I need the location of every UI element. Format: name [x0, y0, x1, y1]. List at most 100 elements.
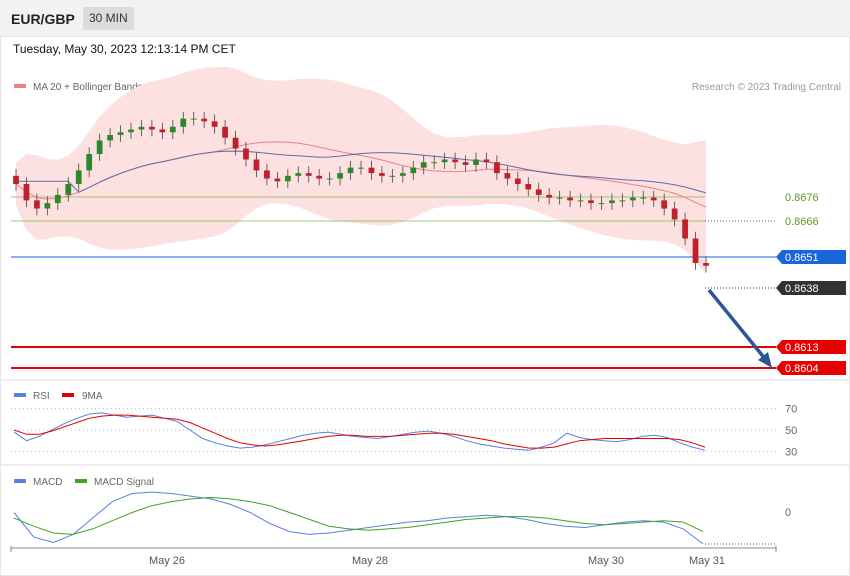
candle-body: [75, 170, 82, 185]
candle-body: [609, 200, 615, 204]
candle-body: [535, 189, 542, 195]
candle-body: [483, 159, 490, 163]
rsi-line: [13, 412, 706, 451]
candle-body: [661, 200, 668, 209]
macd-legend-swatch: [14, 479, 26, 483]
candle-body: [159, 129, 166, 133]
candle-body: [410, 167, 417, 174]
pair-title: EUR/GBP: [11, 11, 75, 27]
candle-body: [232, 137, 239, 149]
candle-body: [619, 200, 626, 202]
candle-body: [190, 118, 197, 120]
candle-body: [682, 219, 688, 239]
candle-body: [473, 159, 479, 165]
rsi-legend-swatch: [62, 393, 74, 397]
candle-body: [44, 203, 51, 209]
candle-body: [452, 159, 458, 163]
candle-body: [149, 126, 155, 130]
candle-body: [577, 200, 584, 202]
ma50-line: [16, 150, 707, 194]
candle-body: [650, 197, 657, 201]
candle-body: [389, 175, 396, 177]
candle-body: [264, 170, 270, 179]
candle-body: [556, 197, 563, 199]
candle-body: [326, 178, 333, 180]
candle-body: [358, 167, 364, 169]
x-tick-label: May 26: [149, 555, 185, 567]
candle-body: [598, 203, 605, 205]
candle-body: [274, 178, 281, 182]
target-tag: [776, 340, 846, 354]
forecast-arrow: [707, 288, 768, 362]
candle-body: [420, 162, 427, 168]
candle-body: [494, 162, 500, 174]
candle-body: [107, 134, 113, 141]
candle-body: [671, 208, 678, 220]
rsi-legend-label: 9MA: [82, 391, 103, 402]
candle-body: [243, 148, 249, 160]
candle-body: [180, 118, 187, 127]
candle-body: [96, 140, 103, 155]
macd-signal-line: [13, 496, 704, 535]
last-price-tag: [776, 281, 846, 295]
candle-body: [34, 200, 40, 209]
level-label: 0.8676: [785, 192, 819, 204]
candle-body: [525, 184, 532, 190]
level-label: 0.8604: [785, 363, 819, 375]
candle-body: [316, 175, 323, 179]
candle-body: [546, 194, 553, 198]
rsi-ma-line: [13, 414, 706, 449]
timestamp: Tuesday, May 30, 2023 12:13:14 PM CET: [13, 42, 236, 56]
forecast-arrowhead: [758, 352, 772, 368]
rsi-legend-label: RSI: [33, 391, 50, 402]
candle-body: [117, 132, 124, 135]
candle-body: [441, 159, 448, 163]
candle-body: [201, 118, 208, 122]
rsi-tick: 70: [785, 404, 797, 416]
level-label: 0.8638: [785, 283, 819, 295]
candle-body: [567, 197, 573, 201]
candle-body: [337, 173, 343, 179]
x-tick-label: May 31: [689, 555, 725, 567]
candle-body: [640, 197, 647, 199]
candle-body: [65, 184, 72, 195]
candle-body: [305, 173, 312, 176]
candle-body: [504, 173, 511, 179]
macd-legend-label: MACD: [33, 477, 62, 488]
candle-body: [514, 178, 521, 185]
candle-body: [253, 159, 260, 171]
candle-body: [379, 173, 385, 176]
candle-body: [169, 126, 176, 133]
macd-legend-label: MACD Signal: [94, 477, 154, 488]
candle-body: [703, 263, 709, 266]
macd-tick: 0: [785, 507, 791, 519]
level-label: 0.8613: [785, 342, 819, 354]
rsi-tick: 30: [785, 446, 797, 458]
candle-body: [629, 197, 636, 201]
candle-body: [138, 126, 145, 130]
candle-body: [222, 126, 228, 138]
candle-body: [431, 162, 438, 164]
pivot-tag: [776, 250, 846, 264]
candle-body: [347, 167, 354, 174]
legend-label: MA 20 + Bollinger Bands: [33, 82, 143, 93]
timeframe-badge[interactable]: 30 MIN: [83, 7, 134, 30]
candle-body: [211, 121, 218, 127]
candle-body: [399, 173, 406, 176]
x-tick-label: May 30: [588, 555, 624, 567]
legend-swatch: [14, 84, 26, 88]
rsi-tick: 50: [785, 425, 797, 437]
credit-text: Research © 2023 Trading Central: [692, 82, 841, 93]
target-tag: [776, 361, 846, 375]
candle-body: [23, 184, 30, 201]
candle-body: [295, 173, 302, 176]
candle-body: [588, 200, 594, 204]
x-tick-label: May 28: [352, 555, 388, 567]
rsi-legend-swatch: [14, 393, 26, 397]
macd-legend-swatch: [75, 479, 87, 483]
candle-body: [462, 162, 469, 165]
candle-body: [284, 175, 291, 182]
level-label: 0.8666: [785, 216, 819, 228]
candle-body: [13, 175, 19, 185]
